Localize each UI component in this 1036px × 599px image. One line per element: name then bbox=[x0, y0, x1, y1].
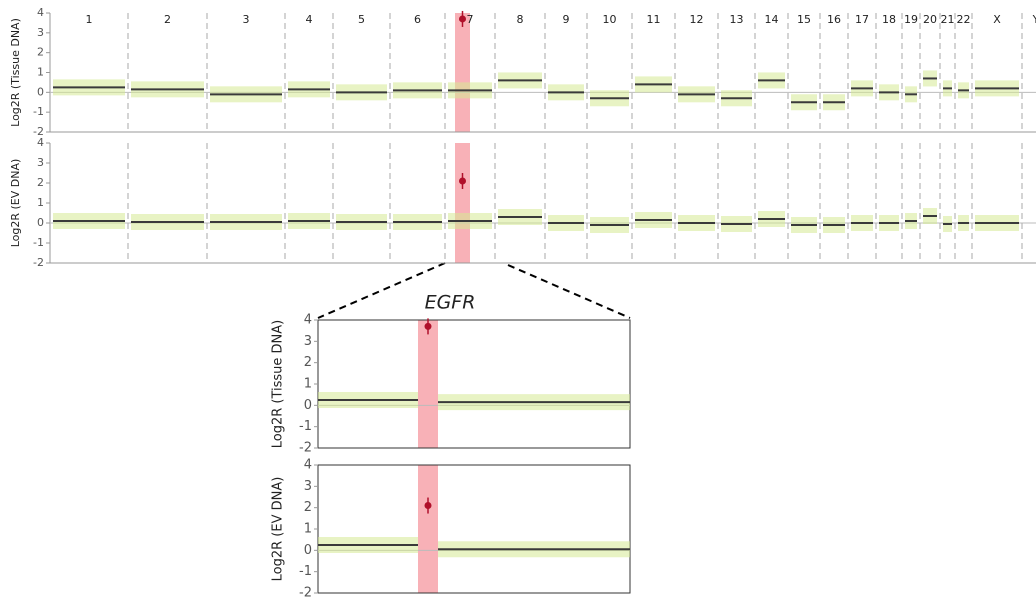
chromosome-label: 13 bbox=[730, 13, 744, 26]
y-tick-label: -1 bbox=[299, 564, 312, 579]
chromosome-label: 11 bbox=[647, 13, 661, 26]
chromosome-label: 9 bbox=[563, 13, 570, 26]
y-tick-label: 0 bbox=[304, 398, 312, 413]
chromosome-label: 4 bbox=[306, 13, 313, 26]
chromosome-label: 12 bbox=[690, 13, 704, 26]
chromosome-label: 3 bbox=[243, 13, 250, 26]
y-tick-label: 0 bbox=[304, 543, 312, 558]
chromosome-label: 17 bbox=[855, 13, 869, 26]
y-tick-label: -2 bbox=[299, 441, 312, 456]
panel: -2 -1 0 1 2 3 4 Log2R (EV DNA) bbox=[271, 458, 631, 599]
y-tick-label: 2 bbox=[37, 176, 44, 189]
chromosome-label: 16 bbox=[827, 13, 841, 26]
highlight-band bbox=[455, 13, 470, 132]
y-tick-label: 4 bbox=[304, 458, 312, 473]
y-axis-label: Log2R (EV DNA) bbox=[271, 477, 286, 582]
plot-frame bbox=[317, 319, 631, 449]
y-tick-label: 2 bbox=[304, 355, 312, 370]
y-tick-label: 1 bbox=[37, 66, 44, 79]
chromosome-label: 2 bbox=[164, 13, 171, 26]
gene-label: EGFR bbox=[425, 292, 476, 314]
chromosome-label: 1 bbox=[86, 13, 93, 26]
y-tick-label: 4 bbox=[37, 136, 44, 149]
chromosome-label: 8 bbox=[517, 13, 524, 26]
plot-frame bbox=[317, 464, 631, 594]
chromosome-label: 15 bbox=[797, 13, 811, 26]
y-tick-label: -2 bbox=[33, 256, 44, 269]
highlight-band bbox=[455, 143, 470, 263]
chromosome-label: 5 bbox=[358, 13, 365, 26]
y-tick-label: 3 bbox=[37, 26, 44, 39]
point bbox=[459, 15, 466, 23]
zoom-guide bbox=[507, 264, 631, 319]
y-tick-label: -2 bbox=[299, 586, 312, 599]
y-tick-label: 4 bbox=[37, 6, 44, 19]
y-tick-label: 0 bbox=[37, 216, 44, 229]
chromosome-label: 21 bbox=[941, 13, 955, 26]
chromosome-label: 19 bbox=[904, 13, 918, 26]
y-tick-label: 3 bbox=[37, 156, 44, 169]
highlight-band bbox=[418, 465, 438, 593]
y-tick-label: 1 bbox=[304, 377, 312, 392]
point bbox=[424, 502, 432, 510]
chromosome-label: 22 bbox=[957, 13, 971, 26]
point bbox=[459, 177, 466, 185]
y-tick-label: 2 bbox=[37, 46, 44, 59]
chromosome-label: 14 bbox=[765, 13, 779, 26]
y-tick-label: 2 bbox=[304, 500, 312, 515]
y-axis-label: Log2R (EV DNA) bbox=[9, 159, 22, 248]
y-axis-label: Log2R (Tissue DNA) bbox=[271, 320, 286, 449]
chromosome-label: X bbox=[993, 13, 1001, 26]
y-tick-label: -1 bbox=[33, 105, 44, 118]
highlight-band bbox=[418, 320, 438, 448]
chromosome-label: 18 bbox=[882, 13, 896, 26]
chromosome-label: Y bbox=[1032, 13, 1036, 26]
y-tick-label: -1 bbox=[33, 236, 44, 249]
y-axis-label: Log2R (Tissue DNA) bbox=[9, 18, 22, 127]
y-tick-label: 1 bbox=[304, 522, 312, 537]
chromosome-label: 10 bbox=[603, 13, 617, 26]
y-tick-label: 4 bbox=[304, 313, 312, 328]
panel: -2 -1 0 1 2 3 4 Log2R (Tissue DNA) EGFR bbox=[271, 292, 631, 456]
chromosome-label: 7 bbox=[467, 13, 474, 26]
y-tick-label: 0 bbox=[37, 85, 44, 98]
panel: -2 -1 0 1 2 3 4 Log2R (EV DNA) bbox=[9, 136, 1036, 269]
y-tick-label: 3 bbox=[304, 334, 312, 349]
y-tick-label: 3 bbox=[304, 479, 312, 494]
y-tick-label: 1 bbox=[37, 196, 44, 209]
y-tick-label: -2 bbox=[33, 125, 44, 138]
chromosome-label: 20 bbox=[923, 13, 937, 26]
point bbox=[424, 322, 432, 330]
y-tick-label: -1 bbox=[299, 419, 312, 434]
chromosome-label: 6 bbox=[414, 13, 421, 26]
